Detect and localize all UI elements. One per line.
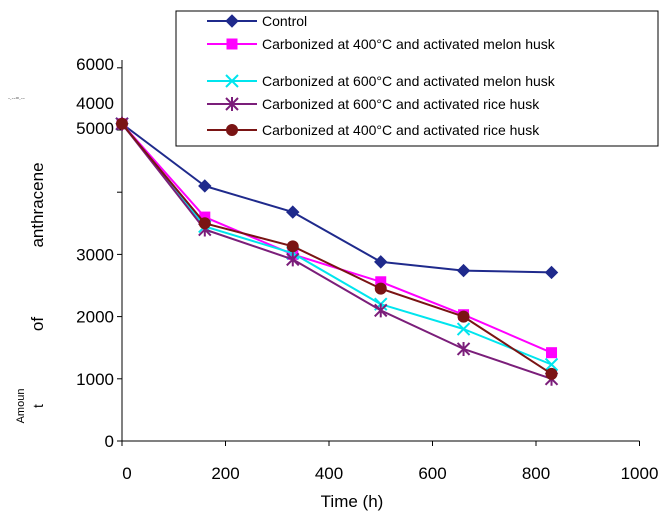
data-point: [457, 310, 470, 323]
y-tick-label: 4000: [76, 94, 114, 113]
data-point: [374, 303, 388, 318]
series-3: [115, 117, 559, 372]
y-axis-title-part: anthracene: [28, 162, 47, 247]
y-tick-label: 1000: [76, 370, 114, 389]
stray-mark: -.--=.--: [8, 96, 25, 102]
data-point: [456, 341, 471, 356]
y-axis-title-part: of: [28, 317, 47, 331]
legend-item: Control: [207, 13, 307, 29]
series-4: [115, 116, 559, 386]
legend-item: Carbonized at 600°C and activated rice h…: [207, 96, 540, 112]
data-point: [456, 263, 471, 278]
legend-label: Carbonized at 600°C and activated melon …: [262, 73, 556, 89]
data-point: [374, 255, 388, 269]
chart-legend: Control Carbonized at 400°C and activated…: [175, 10, 659, 147]
data-point: [456, 322, 471, 336]
legend-item: Carbonized at 400°C and activated melon …: [207, 36, 556, 52]
legend-box: [175, 10, 659, 147]
series-line: [121, 123, 552, 366]
legend-marker: [226, 38, 238, 50]
series-2: [116, 118, 558, 359]
legend-label: Carbonized at 400°C and activated rice h…: [262, 122, 540, 138]
data-point: [286, 205, 300, 219]
series-5: [116, 117, 558, 380]
data-point: [374, 282, 387, 295]
legend-label: Carbonized at 400°C and activated melon …: [262, 36, 556, 52]
y-tick-label: 0: [105, 432, 114, 451]
legend-marker: [226, 124, 238, 136]
series-line: [121, 123, 552, 274]
chart-axes: 0 200 400 600 800 1000 0 1000 2000 3000 4000 5000 60…: [8, 55, 658, 511]
x-axis-title: Time (h): [321, 492, 384, 511]
data-point: [544, 265, 559, 280]
legend-label: Carbonized at 600°C and activated rice h…: [262, 96, 540, 112]
data-point: [545, 367, 558, 380]
series-line: [121, 123, 552, 380]
data-point: [286, 240, 299, 253]
data-point: [544, 357, 559, 372]
chart-plot-area: [115, 116, 559, 386]
x-tick-label: 600: [418, 464, 446, 483]
data-point: [198, 179, 212, 193]
legend-marker: [225, 97, 239, 111]
legend-marker: [225, 74, 239, 88]
data-point: [198, 217, 211, 230]
y-axis-title-part: t: [30, 404, 46, 408]
x-tick-label: 400: [315, 464, 343, 483]
legend-item: Carbonized at 600°C and activated melon …: [207, 73, 556, 89]
legend-item: Carbonized at 400°C and activated rice h…: [207, 122, 540, 138]
series-line: [121, 123, 552, 354]
x-tick-label: 1000: [621, 464, 659, 483]
y-tick-label: 2000: [76, 308, 114, 327]
series-line: [121, 123, 553, 375]
data-point: [116, 117, 128, 130]
x-tick-label: 0: [122, 464, 131, 483]
data-point: [546, 347, 558, 359]
y-tick-label: 3000: [76, 245, 114, 264]
data-point: [286, 252, 300, 267]
legend-label: Control: [262, 13, 307, 29]
legend-marker: [225, 14, 239, 28]
y-tick-label: 6000: [76, 55, 114, 74]
x-tick-label: 200: [211, 464, 239, 483]
y-tick-label: 5000: [76, 119, 114, 138]
x-tick-label: 800: [522, 464, 550, 483]
y-axis-title-part: Amoun: [15, 389, 27, 424]
